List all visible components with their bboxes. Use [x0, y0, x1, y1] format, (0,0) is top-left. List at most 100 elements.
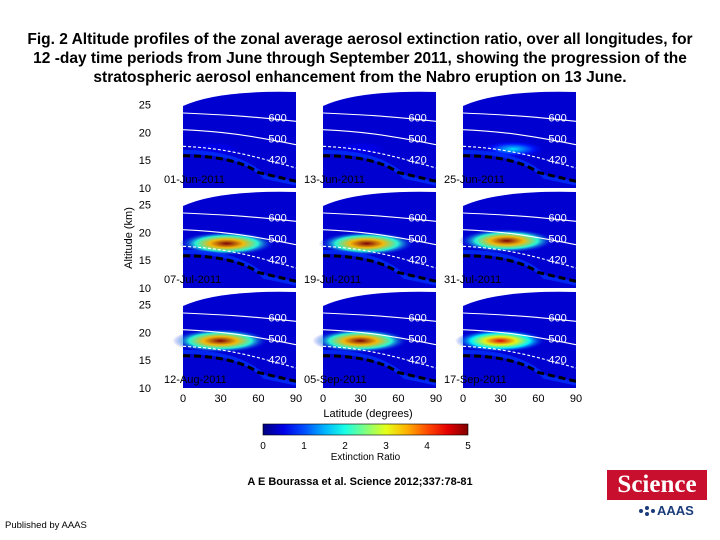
contour-label: 500 [548, 334, 566, 346]
contour-label: 600 [548, 212, 566, 224]
isentrope-contour [462, 212, 576, 222]
isentrope-contour [182, 245, 296, 269]
contour-label: 420 [548, 355, 566, 367]
axes: 10 15 20 25 10 15 20 25 10 15 20 25 Altitude (km) 0 30… [123, 100, 582, 420]
panel: 600 500 420 01-Jun-2011 [158, 88, 296, 188]
isentrope-contour [322, 345, 436, 369]
contour-label: 500 [268, 234, 286, 246]
tropopause-line [182, 354, 296, 383]
isentrope-contour [322, 245, 436, 269]
contour-label: 420 [268, 355, 286, 367]
contour-label: 420 [408, 355, 426, 367]
isentrope-contour [322, 312, 436, 322]
aerosol-plume [178, 231, 275, 256]
colorbar-tick-label: 1 [301, 441, 307, 452]
x-tick-label: 60 [252, 393, 264, 405]
panel-date-label: 25-Jun-2011 [444, 174, 505, 186]
panel-field [183, 91, 296, 188]
isentrope-contour [462, 345, 576, 369]
contour-label: 500 [408, 134, 426, 146]
colorbar-label: Extinction Ratio [331, 452, 401, 463]
panel: 600 500 420 19-Jul-2011 [298, 188, 436, 288]
isentrope-contour [182, 129, 296, 146]
panel-date-label: 31-Jul-2011 [444, 274, 501, 286]
contour-label: 420 [548, 155, 566, 167]
panel-date-label: 12-Aug-2011 [164, 374, 227, 386]
isentrope-contour [322, 112, 436, 122]
panel-grid: 600 500 420 01-Jun-2011 600 500 420 13-Jun-2011… [158, 88, 576, 388]
isentrope-contour [322, 329, 436, 346]
isentrope-contour [182, 345, 296, 369]
science-logo-word: Science [607, 470, 707, 500]
x-tick-label: 90 [570, 393, 582, 405]
isentrope-contour [462, 229, 576, 246]
panel: 600 500 420 13-Jun-2011 [298, 88, 436, 188]
x-tick-label: 90 [290, 393, 302, 405]
contour-label: 600 [268, 212, 286, 224]
contour-label: 420 [408, 255, 426, 267]
y-tick-label: 20 [139, 227, 151, 239]
contour-label: 500 [408, 334, 426, 346]
y-tick-label: 10 [139, 383, 151, 395]
y-tick-label: 15 [139, 155, 151, 167]
panel-date-label: 07-Jul-2011 [164, 274, 221, 286]
x-tick-label: 0 [320, 393, 326, 405]
isentrope-contour [182, 112, 296, 122]
y-tick-label: 10 [139, 183, 151, 195]
x-tick-label: 30 [355, 393, 367, 405]
y-axis-label: Altitude (km) [123, 207, 135, 269]
x-tick-label: 60 [392, 393, 404, 405]
colorbar-tick-label: 2 [342, 441, 348, 452]
contour-label: 500 [548, 134, 566, 146]
colorbar-tick-label: 5 [465, 441, 471, 452]
contour-label: 500 [548, 234, 566, 246]
contour-label: 600 [408, 312, 426, 324]
panel: 600 500 420 12-Aug-2011 [158, 288, 296, 388]
isentrope-contour [322, 229, 436, 246]
contour-label: 600 [268, 112, 286, 124]
panel: 600 500 420 07-Jul-2011 [158, 188, 296, 288]
colorbar: 0 1 2 3 4 5 Extinction Ratio [260, 423, 471, 463]
isentrope-contour [322, 145, 436, 169]
contour-label: 420 [268, 255, 286, 267]
panel-field [463, 91, 576, 188]
isentrope-contour [182, 229, 296, 246]
aerosol-plume [318, 231, 415, 256]
panel-date-label: 01-Jun-2011 [164, 174, 225, 186]
isentrope-contour [462, 245, 576, 269]
tropopause-line [322, 354, 436, 383]
y-tick-label: 25 [139, 200, 151, 212]
panel-date-label: 05-Sep-2011 [304, 374, 367, 386]
contour-label: 420 [548, 255, 566, 267]
x-tick-label: 30 [215, 393, 227, 405]
y-tick-label: 20 [139, 327, 151, 339]
contour-label: 600 [268, 312, 286, 324]
aaas-dots-icon [639, 506, 655, 516]
aerosol-plume [312, 328, 409, 353]
isentrope-contour [182, 329, 296, 346]
isentrope-contour [322, 129, 436, 146]
tropopause-line [322, 254, 436, 283]
isentrope-contour [322, 212, 436, 222]
citation: A E Bourassa et al. Science 2012;337:78-… [247, 476, 473, 488]
isentrope-contour [462, 112, 576, 122]
tropopause-line [462, 154, 576, 183]
panel-date-label: 17-Sep-2011 [444, 374, 507, 386]
x-tick-label: 0 [460, 393, 466, 405]
figure-caption: Fig. 2 Altitude profiles of the zonal av… [27, 31, 693, 86]
colorbar-tick-label: 4 [424, 441, 430, 452]
y-tick-label: 15 [139, 255, 151, 267]
colorbar-ramp [262, 423, 469, 436]
x-tick-label: 0 [180, 393, 186, 405]
contour-label: 500 [268, 134, 286, 146]
x-tick-label: 30 [495, 393, 507, 405]
contour-label: 500 [268, 334, 286, 346]
panel-date-label: 13-Jun-2011 [304, 174, 365, 186]
panel: 600 500 420 31-Jul-2011 [438, 188, 576, 288]
x-tick-label: 90 [430, 393, 442, 405]
aaas-logo-text: AAAS [657, 503, 694, 518]
isentrope-contour [462, 145, 576, 169]
tropopause-line [182, 254, 296, 283]
y-tick-label: 15 [139, 355, 151, 367]
colorbar-tick-label: 3 [383, 441, 389, 452]
